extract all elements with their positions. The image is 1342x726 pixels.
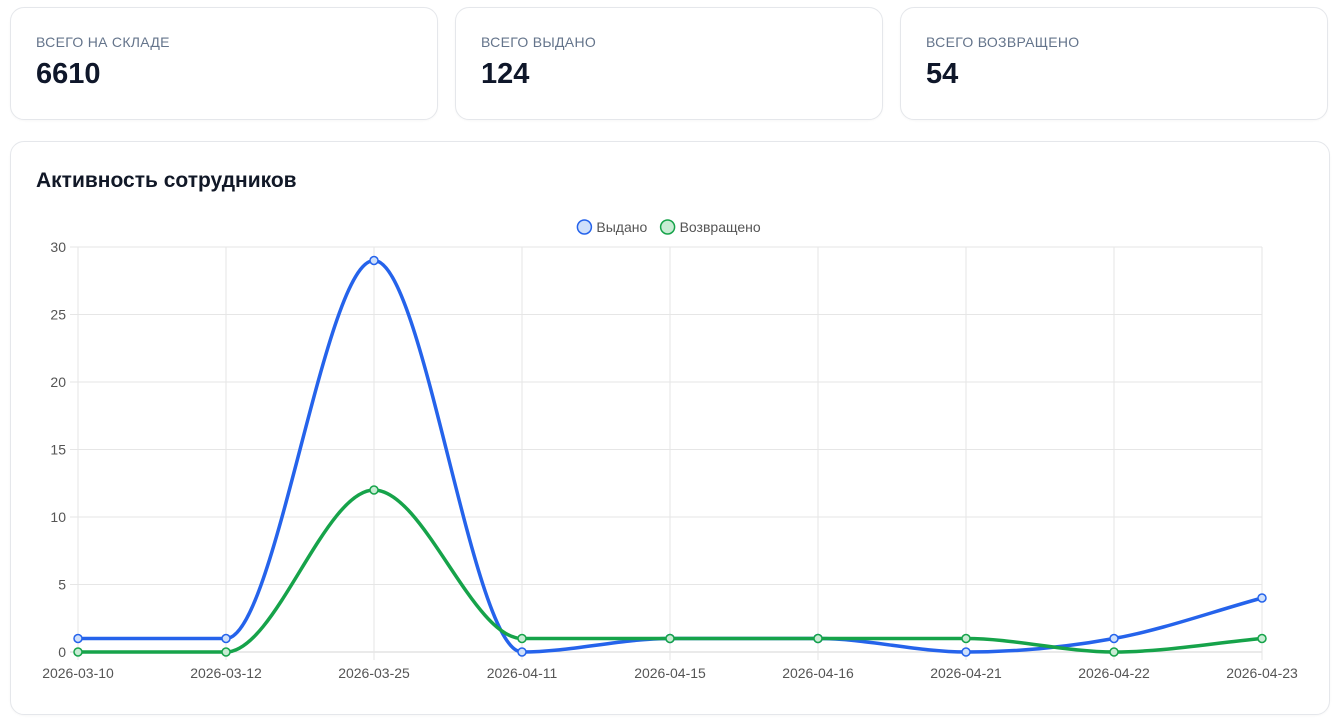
stat-card-in-stock: Всего на складе 6610 [10, 7, 438, 120]
data-point [369, 485, 379, 495]
x-tick-label: 2026-04-21 [930, 665, 1002, 681]
y-tick-label: 15 [50, 442, 66, 458]
legend-label: Возвращено [680, 219, 761, 235]
stat-label-issued: Всего выдано [481, 34, 597, 50]
data-point [1257, 593, 1267, 603]
stat-value-issued: 124 [481, 58, 530, 90]
stat-card-issued: Всего выдано 124 [455, 7, 883, 120]
x-tick-label: 2026-03-10 [42, 665, 114, 681]
data-point [961, 633, 971, 644]
x-tick-label: 2026-03-25 [338, 665, 410, 681]
chart-title: Активность сотрудников [36, 169, 297, 192]
data-point [665, 633, 675, 644]
x-tick-label: 2026-04-15 [634, 665, 706, 681]
data-point [73, 647, 83, 657]
series-line [77, 258, 1263, 654]
y-tick-label: 10 [50, 509, 66, 525]
x-tick-label: 2026-04-23 [1226, 665, 1298, 681]
data-point [517, 633, 527, 644]
data-point [1257, 633, 1267, 644]
data-point [369, 255, 379, 266]
stat-value-returned: 54 [926, 58, 959, 90]
legend-label: Выдано [596, 219, 647, 235]
data-point [221, 647, 231, 657]
stats-row: Всего на складе 6610 Всего выдано 124 Вс… [10, 7, 1330, 121]
data-point [73, 633, 83, 644]
stat-label-in-stock: Всего на складе [36, 34, 170, 50]
legend-marker-icon [659, 219, 676, 235]
x-tick-label: 2026-04-16 [782, 665, 854, 681]
data-point [221, 633, 231, 644]
chart-legend[interactable]: Выдано Возвращено [576, 219, 761, 235]
stat-label-returned: Всего возвращено [926, 34, 1080, 50]
y-tick-label: 5 [58, 577, 66, 593]
activity-chart-card: Активность сотрудников 0 5 10 15 20 25 30 2026-… [10, 141, 1330, 715]
chart-axes: 0 5 10 15 20 25 30 2026-03-10 2026-03-12 2026-03-… [42, 239, 1298, 681]
stat-card-returned: Всего возвращено 54 [900, 7, 1328, 120]
y-tick-label: 25 [50, 307, 66, 323]
data-point [1109, 633, 1119, 644]
y-tick-label: 0 [58, 644, 66, 660]
series-line [78, 488, 1263, 654]
legend-item[interactable]: Выдано [576, 219, 647, 235]
data-point [813, 633, 823, 644]
y-tick-label: 30 [50, 239, 66, 255]
stat-value-in-stock: 6610 [36, 58, 101, 90]
data-point [961, 647, 971, 657]
data-point [517, 647, 527, 657]
x-tick-label: 2026-03-12 [190, 665, 262, 681]
activity-line-chart: 0 5 10 15 20 25 30 2026-03-10 2026-03-12 2026-03-… [42, 219, 1298, 681]
chart-series [73, 255, 1267, 657]
data-point [1109, 647, 1119, 657]
series-returned [73, 485, 1267, 657]
x-tick-label: 2026-04-11 [487, 665, 558, 681]
x-tick-label: 2026-04-22 [1078, 665, 1150, 681]
legend-marker-icon [576, 219, 593, 235]
legend-item[interactable]: Возвращено [659, 219, 761, 235]
chart-grid [70, 246, 1263, 660]
y-tick-label: 20 [50, 374, 66, 390]
